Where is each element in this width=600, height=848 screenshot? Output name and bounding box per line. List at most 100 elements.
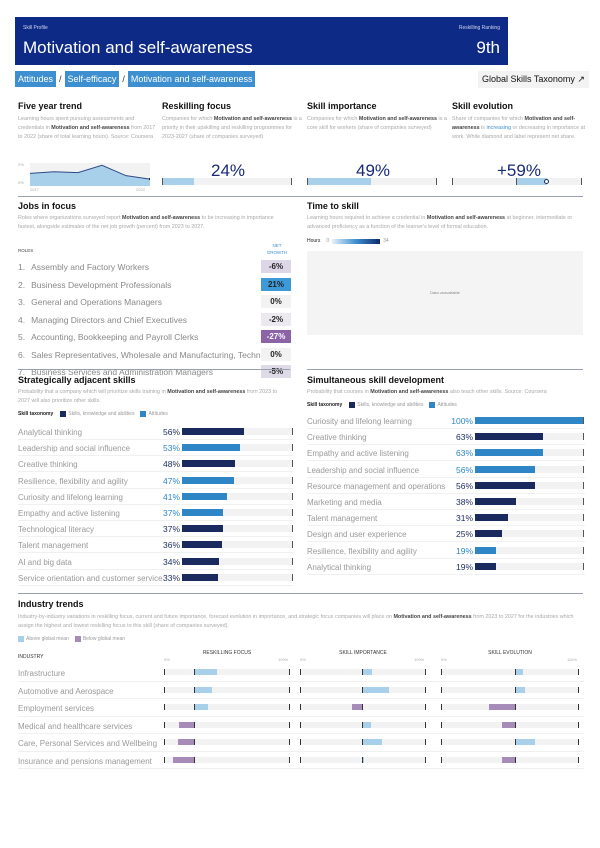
skill-name: Creative thinking <box>18 460 78 470</box>
above-mean-bar <box>361 721 371 728</box>
job-row[interactable]: 4. Managing Directors and Chief Executive… <box>18 312 291 328</box>
skill-bar-row[interactable]: Empathy and active listening 37% <box>18 505 294 521</box>
job-row[interactable]: 1. Assembly and Factory Workers -6% <box>18 259 291 275</box>
skill-bar-row[interactable]: Technological literacy 37% <box>18 521 294 538</box>
industry-name: Medical and healthcare services <box>18 721 133 731</box>
skill-profile-label: Skill Profile <box>23 25 48 31</box>
section-divider <box>18 369 290 370</box>
industry-metric-bar <box>441 756 579 763</box>
industry-row[interactable]: Care, Personal Services and Wellbeing <box>18 734 584 752</box>
skill-bar-row[interactable]: Creative thinking 48% <box>18 456 294 473</box>
legend-skills-label: Skills, knowledge and abilities <box>357 402 424 408</box>
skill-bar-row[interactable]: Curiosity and lifelong learning 41% <box>18 489 294 505</box>
skill-bar-row[interactable]: Talent management 36% <box>18 537 294 554</box>
skill-bar-row[interactable]: Resilience, flexibility and agility 19% <box>307 543 585 559</box>
job-title: Managing Directors and Chief Executives <box>31 314 188 325</box>
net-share-marker-icon <box>543 179 549 184</box>
section-title: Strategically adjacent skills <box>18 375 136 385</box>
skill-value: 19% <box>455 561 473 572</box>
breadcrumb-self-efficacy[interactable]: Self-efficacy <box>64 71 120 87</box>
trend-line <box>30 164 150 180</box>
skill-importance-fill <box>308 178 371 185</box>
bar-start-tick <box>164 686 165 693</box>
industry-row[interactable]: Employment services <box>18 699 584 717</box>
skills-swatch <box>60 411 67 417</box>
skill-bar-row[interactable]: Leadership and social influence 53% <box>18 440 294 457</box>
reskilling-focus-bar <box>162 178 292 185</box>
job-row[interactable]: 2. Business Development Professionals 21% <box>18 277 291 293</box>
skill-bar-row[interactable]: Resilience, flexibility and agility 47% <box>18 473 294 489</box>
bar-start-tick <box>164 739 165 745</box>
skill-name: Resilience, flexibility and agility <box>307 546 417 556</box>
skill-bar <box>182 460 235 468</box>
above-mean-bar <box>361 686 390 693</box>
bar-track <box>182 557 292 565</box>
breadcrumb-attitudes[interactable]: Attitudes <box>15 71 57 87</box>
job-rank: 6. <box>18 349 26 360</box>
industry-name: Automotive and Aerospace <box>18 686 114 696</box>
attitudes-swatch <box>429 402 436 408</box>
bar-end-tick <box>289 721 290 728</box>
industry-metric-bar <box>164 756 290 763</box>
industry-metric-bar <box>164 669 290 675</box>
above-mean-bar <box>361 756 365 763</box>
bar-track <box>475 546 583 554</box>
job-row[interactable]: 6. Sales Representatives, Wholesale and M… <box>18 347 291 363</box>
industry-row[interactable]: Automotive and Aerospace <box>18 682 584 699</box>
job-row[interactable]: 3. General and Operations Managers 0% <box>18 294 291 310</box>
skill-value: 33% <box>162 572 180 583</box>
bar-start-tick <box>300 739 301 745</box>
skill-bar-row[interactable]: Analytical thinking 19% <box>307 559 585 575</box>
skill-importance-bar <box>307 178 437 185</box>
breadcrumb-separator: / <box>59 74 62 84</box>
industry-row[interactable]: Medical and healthcare services <box>18 717 584 734</box>
skill-value: 37% <box>162 524 180 535</box>
section-description: Share of companies for which Motivation … <box>452 116 586 140</box>
bar-start-tick <box>300 704 301 710</box>
skill-bar-row[interactable]: Creative thinking 63% <box>307 429 585 446</box>
breadcrumb-current-skill[interactable]: Motivation and self-awareness <box>127 71 256 87</box>
bar-start-tick <box>441 756 442 763</box>
job-row[interactable]: 5. Accounting, Bookkeeping and Payroll Cl… <box>18 329 291 345</box>
skill-value: 100% <box>451 416 473 426</box>
bar-end-tick <box>292 444 293 452</box>
job-title: Business Development Professionals <box>31 279 172 290</box>
skill-bar-row[interactable]: AI and big data 34% <box>18 554 294 570</box>
hours-gradient-scale <box>332 238 381 244</box>
bar-start-tick <box>441 686 442 693</box>
skill-bar-row[interactable]: Empathy and active listening 63% <box>307 445 585 462</box>
skill-name: Talent management <box>307 514 378 524</box>
skill-value: 56% <box>162 427 180 437</box>
industry-row[interactable]: Insurance and pensions management <box>18 752 584 769</box>
bar-end-tick <box>583 481 584 489</box>
legend-attitudes-label: Attitudes <box>148 411 168 417</box>
section-title: Skill evolution <box>452 101 514 111</box>
bar-track <box>182 541 292 549</box>
bar-end-tick <box>578 704 579 710</box>
skill-bar-row[interactable]: Analytical thinking 56% <box>18 424 294 440</box>
global-mean-tick <box>361 704 363 710</box>
bar-end-tick <box>578 739 579 745</box>
trend-area <box>30 165 150 186</box>
industry-metric-bar <box>441 704 579 710</box>
skill-evolution-bar <box>452 178 582 185</box>
bar-end-tick <box>581 178 582 185</box>
bar-end-tick <box>292 541 293 549</box>
industry-row[interactable]: Infrastructure <box>18 664 584 682</box>
skill-bar-row[interactable]: Talent management 31% <box>307 510 585 527</box>
industry-name: Employment services <box>18 704 95 713</box>
global-mean-tick <box>515 704 517 710</box>
job-row[interactable]: 7. Business Services and Administration M… <box>18 364 291 380</box>
skill-bar-row[interactable]: Leadership and social influence 56% <box>307 462 585 478</box>
global-mean-tick <box>361 739 363 745</box>
global-skills-taxonomy-link[interactable]: Global Skills Taxonomy ↗ <box>478 71 589 88</box>
skill-bar-row[interactable]: Curiosity and lifelong learning 100% <box>307 413 585 429</box>
below-mean-bar <box>179 721 195 728</box>
skill-bar-row[interactable]: Marketing and media 38% <box>307 494 585 510</box>
skill-bar-row[interactable]: Resource management and operations 56% <box>307 478 585 494</box>
bar-track <box>475 530 583 538</box>
bar-start-tick <box>452 178 453 185</box>
skill-bar-row[interactable]: Service orientation and customer service… <box>18 570 294 586</box>
skill-bar-row[interactable]: Design and user experience 25% <box>307 526 585 543</box>
skill-bar <box>475 433 544 441</box>
